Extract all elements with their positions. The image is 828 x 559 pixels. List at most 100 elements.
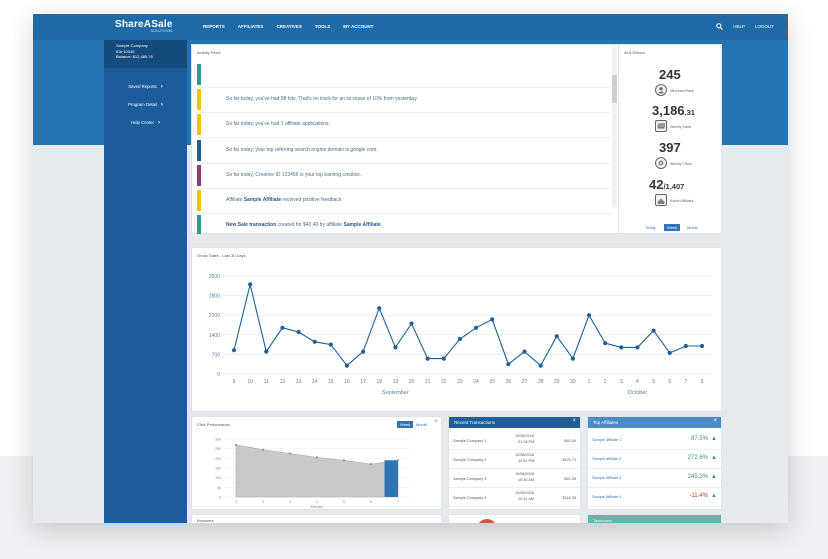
data-point (369, 463, 373, 466)
arrow-up-icon: ▲ (711, 455, 717, 461)
table-row[interactable]: Sample Company 4 10/08/2018 10:41 AM $11… (449, 488, 580, 507)
x-tick-label: 15 (328, 379, 334, 385)
x-tick-label: 26 (506, 379, 512, 385)
data-point (264, 349, 269, 354)
stat-active-affiliates: 42/1,407 Active Affiliates (619, 175, 723, 210)
x-tick-label: 13 (296, 379, 302, 385)
stat-label: Weekly Sales (670, 125, 692, 129)
panel-header: Top Affiliates × (588, 417, 721, 428)
data-point (538, 363, 543, 368)
nav-tools[interactable]: TOOLS (314, 24, 331, 29)
nav-my-account[interactable]: MY ACCOUNT (343, 24, 374, 29)
list-item: So far today, your top referring search … (197, 138, 611, 164)
x-tick-label: 9 (233, 379, 236, 385)
table-row[interactable]: Sample Affiliate 1 87.5% ▲ (588, 431, 721, 450)
toggle-month[interactable]: Month (687, 225, 699, 230)
feed-color-bar (197, 190, 201, 211)
toggle-week[interactable]: Week (664, 224, 681, 231)
data-point (361, 349, 366, 354)
table-row[interactable]: Sample Affiliate 4 -11.4% ▲ (588, 488, 721, 507)
panel-title: Activity Feed (197, 50, 220, 55)
data-point (248, 282, 253, 287)
data-point (396, 459, 400, 462)
affiliate-name[interactable]: Sample Affiliate 2 (592, 457, 622, 461)
y-tick-label: 250 (215, 447, 221, 451)
table-row[interactable]: Sample Company 1 10/08/2018 01:28 PM $40… (449, 431, 580, 450)
click-icon (655, 157, 667, 169)
team-icon (655, 194, 667, 206)
affiliate-name[interactable]: Sample Affiliate 3 (592, 476, 622, 480)
table-row[interactable]: Sample Company 2 10/08/2018 12:51 PM $42… (449, 450, 580, 469)
data-point (312, 339, 317, 344)
table-row[interactable]: Sample Company 3 10/08/2018 10:30 AM $40… (449, 469, 580, 488)
feed-color-bar (197, 140, 201, 161)
affiliate-link[interactable]: Sample Affiliate (343, 222, 381, 228)
table-row[interactable]: Sample Affiliate 3 245.3% ▲ (588, 469, 721, 488)
x-tick-label: 1 (588, 379, 591, 385)
search-icon[interactable] (716, 23, 724, 30)
feed-scrollbar[interactable] (612, 47, 617, 207)
stat-value: 397 (659, 140, 681, 155)
x-tick-label: 6 (370, 500, 372, 504)
sidebar-item-label: Saved Reports (128, 84, 157, 89)
x-tick-label: 6 (668, 379, 671, 385)
x-tick-label: 4 (316, 500, 318, 504)
affiliate-name[interactable]: Sample Affiliate 4 (592, 495, 622, 499)
brand-logo[interactable]: ShareASale SOLUTIONS (115, 19, 173, 33)
at-a-glance-panel: At A Glance 245 Merchant Rank 3,186.31 W… (618, 44, 722, 234)
tx-time: 01:28 PM (518, 440, 535, 444)
x-tick-label: 12 (280, 379, 286, 385)
data-point (586, 313, 592, 318)
toggle-week[interactable]: Week (397, 421, 414, 428)
table-row[interactable]: Sample Affiliate 2 272.6% ▲ (588, 450, 721, 469)
data-point (699, 343, 705, 349)
nav-reports[interactable]: REPORTS (203, 24, 225, 29)
feed-text: So far today, you've had 98 hits. That's… (226, 96, 418, 102)
sidebar-item-help-center[interactable]: Help Center › (104, 120, 187, 126)
close-icon[interactable]: × (434, 419, 438, 425)
data-point (393, 345, 398, 350)
arrow-up-icon: ▲ (711, 474, 717, 480)
x-tick-label: 14 (312, 379, 318, 385)
app-window: ShareASale SOLUTIONS REPORTS AFFILIATES … (33, 14, 788, 523)
affiliate-link[interactable]: Sample Affiliate (243, 197, 282, 203)
toggle-today[interactable]: Today (645, 225, 656, 230)
browsers-panel: Browsers (191, 514, 442, 523)
arrow-up-icon: ▲ (711, 493, 717, 499)
top-navigation-bar: ShareASale SOLUTIONS REPORTS AFFILIATES … (33, 14, 788, 40)
list-item (197, 62, 611, 88)
tx-amount: $116.28 (562, 496, 576, 500)
x-tick-label: 25 (489, 379, 495, 385)
affiliate-name[interactable]: Sample Affiliate 1 (592, 438, 622, 442)
stat-value-main: 42 (649, 177, 664, 192)
feed-text-part: . (380, 222, 383, 228)
help-link[interactable]: HELP (733, 24, 745, 29)
nav-affiliates[interactable]: AFFILIATES (237, 24, 264, 29)
x-tick-label: 4 (636, 379, 639, 385)
nav-creatives[interactable]: CREATIVES (276, 24, 302, 29)
tx-amount: $40.40 (564, 439, 576, 443)
x-tick-label: 21 (425, 379, 431, 385)
transaction-link[interactable]: New Sale transaction (226, 222, 277, 228)
sidebar-item-program-detail[interactable]: Program Detail › (104, 102, 187, 108)
y-tick-label: 700 (212, 352, 221, 358)
affiliate-change: 87.5% (690, 436, 708, 442)
close-icon[interactable]: × (713, 418, 717, 424)
close-icon[interactable]: × (572, 418, 576, 424)
data-point (506, 362, 511, 367)
stat-value-main: 3,186 (652, 103, 685, 118)
stat-merchant-rank: 245 Merchant Rank (619, 65, 723, 100)
account-id: ID# 12345 (116, 48, 135, 54)
recent-transactions-panel: Recent Transactions × Sample Company 1 10… (448, 416, 581, 510)
sidebar-item-saved-reports[interactable]: Saved Reports › (104, 84, 187, 90)
logout-link[interactable]: LOGOUT (754, 24, 774, 29)
sidebar-item-label: Program Detail (128, 102, 157, 107)
chart-title: Click Performance (197, 422, 230, 427)
x-axis-label: Minutes (311, 505, 324, 509)
toggle-month[interactable]: Month (416, 422, 428, 427)
data-point (409, 321, 414, 326)
y-tick-label: 150 (215, 467, 221, 471)
scrollbar-thumb[interactable] (612, 75, 617, 103)
x-tick-label: 30 (570, 379, 576, 385)
